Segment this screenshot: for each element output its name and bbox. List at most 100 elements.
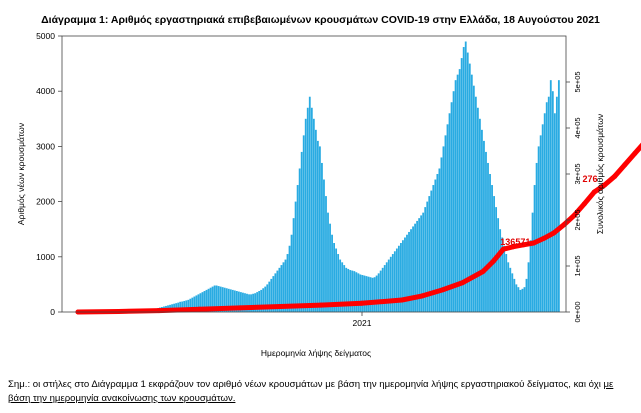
bar — [527, 262, 530, 312]
cumulative-point — [237, 305, 243, 311]
y2-tick-label: 2e+05 — [573, 209, 582, 230]
bar — [389, 256, 392, 312]
bar — [523, 287, 526, 312]
cumulative-point — [591, 189, 597, 195]
bar — [197, 294, 200, 312]
bar — [256, 292, 259, 312]
bar — [219, 286, 222, 312]
footnote: Σημ.: οι στήλες στο Διάγραμμα 1 εκφράζου… — [8, 378, 636, 406]
bar — [483, 140, 485, 312]
y2-tick-label: 0e+00 — [573, 301, 582, 322]
cumulative-point — [541, 235, 547, 241]
y2-tick-group: 3e+05 — [573, 163, 582, 184]
bar — [503, 245, 506, 312]
bar — [541, 124, 544, 312]
y-axis-label-group: Αριθμός νέων κρουσμάτων — [16, 123, 26, 225]
bar — [304, 118, 307, 312]
y2-tick-group: 2e+05 — [573, 209, 582, 230]
y-tick-label: 5000 — [36, 31, 55, 41]
bar — [211, 286, 214, 312]
bar — [213, 285, 216, 312]
bar — [424, 207, 427, 312]
bar — [549, 80, 552, 312]
bar — [290, 234, 293, 312]
bar — [402, 240, 404, 312]
bar — [497, 218, 500, 312]
bar — [547, 96, 550, 312]
bar — [446, 124, 449, 312]
bar — [353, 271, 356, 312]
y2-tick-label: 5e+05 — [573, 71, 582, 92]
y2-tick-label: 4e+05 — [573, 117, 582, 138]
bar — [201, 292, 204, 312]
cumulative-point — [490, 258, 496, 264]
bar — [466, 52, 469, 313]
bar — [438, 168, 441, 312]
bar — [231, 289, 234, 312]
bar — [539, 135, 542, 312]
bar — [468, 63, 471, 312]
bar — [487, 162, 489, 312]
bar — [181, 301, 184, 312]
bar — [260, 289, 263, 312]
bar — [454, 80, 457, 312]
bar — [250, 294, 252, 312]
cumulative-point — [197, 306, 202, 312]
bar — [179, 301, 182, 312]
bar — [248, 294, 250, 312]
bar — [217, 286, 220, 312]
y-tick-label: 3000 — [36, 141, 55, 151]
bar — [391, 254, 394, 312]
bar — [268, 281, 271, 312]
bar — [521, 288, 524, 312]
cumulative-point — [521, 242, 526, 248]
bar — [345, 267, 348, 312]
y2-axis-label-group: Συνολικός αριθμός κρουσμάτων — [595, 114, 605, 234]
bar — [367, 276, 370, 312]
bar — [276, 270, 279, 312]
bar — [262, 288, 265, 312]
bar — [515, 284, 518, 312]
bar — [460, 58, 463, 312]
bar — [519, 289, 522, 312]
cumulative-point — [622, 162, 628, 168]
bar — [464, 41, 467, 313]
bar — [444, 135, 447, 312]
bar — [553, 113, 556, 312]
cumulative-point — [419, 293, 425, 299]
x-axis-label: Ημερομηνία λήψης δείγματος — [261, 348, 371, 358]
bar — [491, 185, 493, 312]
bar — [452, 91, 455, 312]
bar — [404, 237, 406, 312]
bar — [321, 162, 323, 312]
bar — [209, 287, 212, 312]
bar — [274, 273, 277, 312]
bar — [379, 270, 382, 312]
cumulative-point — [500, 246, 506, 252]
bar — [375, 275, 378, 312]
cumulative-point — [602, 182, 608, 188]
bar — [450, 102, 453, 313]
bar — [545, 102, 548, 313]
bar — [537, 146, 540, 312]
bar — [373, 277, 376, 312]
cumulative-point — [612, 173, 618, 179]
bar — [395, 248, 398, 312]
bar — [191, 297, 194, 312]
cumulative-point — [460, 280, 466, 286]
y-tick-label: 4000 — [36, 86, 55, 96]
bar — [557, 80, 560, 312]
bar — [428, 196, 431, 312]
bar — [420, 215, 423, 312]
bar — [472, 85, 475, 313]
cumulative-point — [531, 240, 537, 246]
cumulative-point — [510, 244, 516, 250]
cumulative-point — [561, 222, 567, 228]
bar — [363, 275, 366, 312]
bar — [233, 290, 236, 312]
bar — [478, 118, 481, 312]
bar — [286, 254, 289, 312]
bar — [529, 240, 532, 312]
bar — [531, 212, 534, 312]
bar — [327, 212, 329, 312]
